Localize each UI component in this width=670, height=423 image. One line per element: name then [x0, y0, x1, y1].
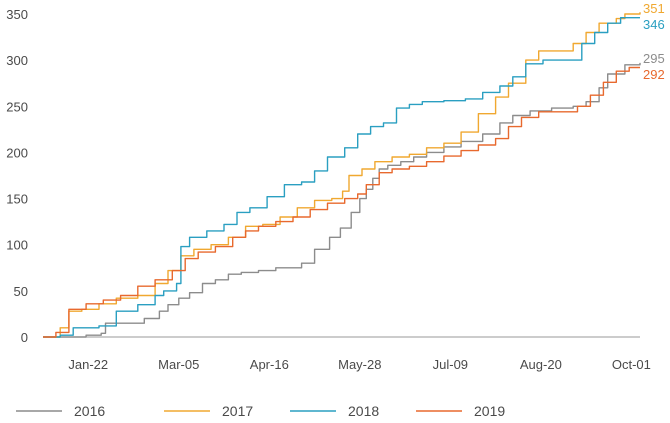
y-tick-label: 200 [6, 145, 28, 160]
y-tick-label: 50 [14, 284, 28, 299]
legend-label-2017: 2017 [222, 403, 253, 419]
x-tick-label: Aug-20 [520, 357, 562, 372]
legend-label-2016: 2016 [74, 403, 105, 419]
series-line-2017 [43, 12, 641, 338]
x-tick-label: Jul-09 [433, 357, 468, 372]
x-tick-label: Mar-05 [158, 357, 199, 372]
x-tick-label: May-28 [338, 357, 381, 372]
y-tick-label: 300 [6, 53, 28, 68]
legend-label-2019: 2019 [474, 403, 505, 419]
end-label-2017: 351 [643, 1, 665, 16]
series-lines [43, 12, 641, 338]
series-line-2016 [43, 62, 641, 338]
legend: 2016 2017 2018 2019 [16, 403, 505, 419]
end-label-2019: 292 [643, 67, 665, 82]
series-line-2019 [43, 66, 640, 338]
y-tick-label: 150 [6, 192, 28, 207]
x-tick-label: Apr-16 [250, 357, 289, 372]
y-tick-label: 250 [6, 99, 28, 114]
y-axis-labels: 0 50 100 150 200 250 300 350 [6, 7, 28, 345]
x-tick-label: Jan-22 [68, 357, 108, 372]
end-label-2016: 295 [643, 51, 665, 66]
series-line-2018 [43, 17, 640, 338]
x-tick-label: Oct-01 [612, 357, 651, 372]
y-tick-label: 0 [21, 330, 28, 345]
y-tick-label: 100 [6, 238, 28, 253]
x-axis-labels: Jan-22 Mar-05 Apr-16 May-28 Jul-09 Aug-20 Oct-… [68, 357, 651, 372]
end-label-2018: 346 [643, 17, 665, 32]
y-tick-label: 350 [6, 7, 28, 22]
legend-label-2018: 2018 [348, 403, 379, 419]
